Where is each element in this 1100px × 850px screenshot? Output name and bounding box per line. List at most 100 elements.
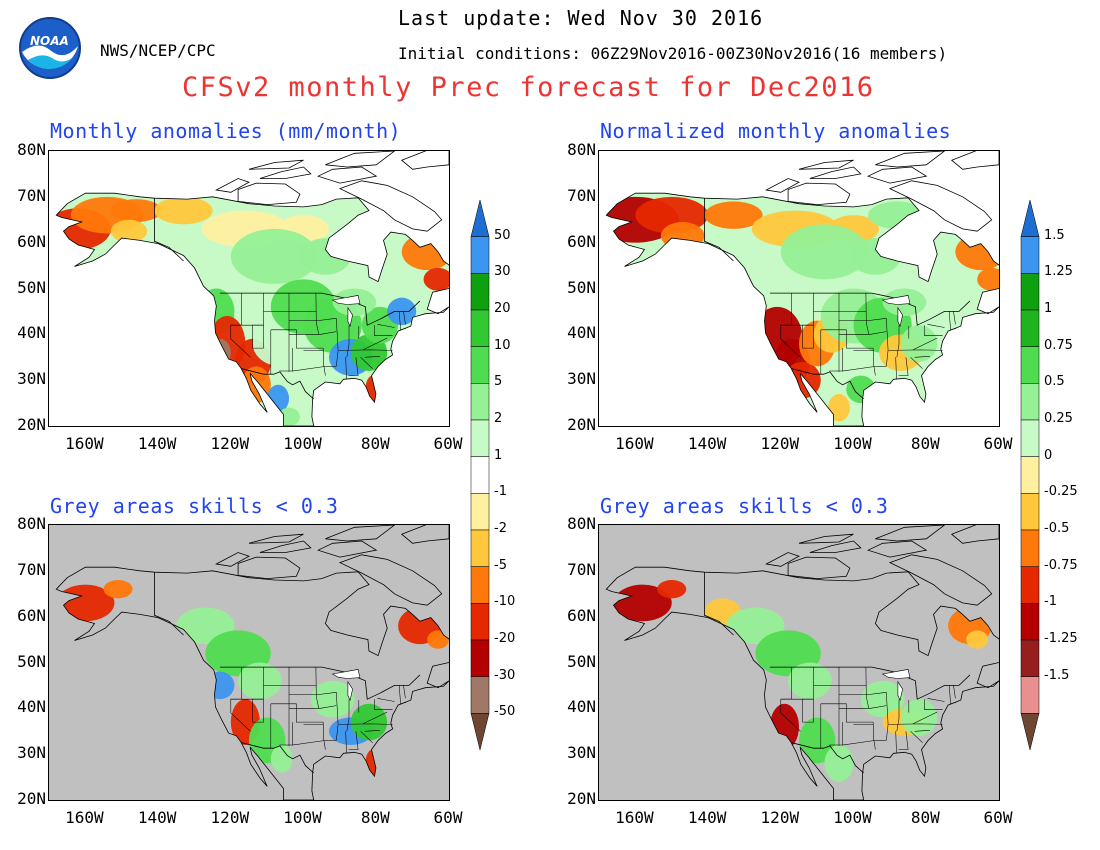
alaska-border — [154, 198, 184, 262]
lon-label: 80W — [910, 808, 940, 827]
precip-anomaly-region — [423, 267, 449, 291]
alaska-border — [704, 198, 734, 262]
colorbar-segment — [1020, 493, 1040, 531]
state-border — [348, 357, 359, 376]
state-border — [888, 723, 943, 725]
state-border — [322, 722, 326, 750]
colorbar-left-graphic — [470, 199, 490, 751]
state-border — [886, 318, 889, 367]
lat-label: 80N — [17, 514, 46, 533]
lat-label: 30N — [567, 369, 596, 389]
precip-anomaly-region — [103, 580, 133, 599]
state-border — [865, 293, 870, 335]
lat-label: 40N — [567, 697, 596, 717]
state-border — [345, 731, 347, 753]
state-border — [872, 722, 876, 750]
state-border — [362, 711, 388, 725]
colorbar-segment — [470, 383, 490, 421]
colorbar-label: -50 — [494, 704, 516, 720]
lon-label: 100W — [833, 808, 872, 827]
us-mexico-border — [791, 368, 864, 400]
state-border — [948, 685, 957, 705]
lon-label: 80W — [360, 808, 390, 827]
colorbar-label: 30 — [494, 264, 511, 280]
precip-anomaly-region — [110, 219, 148, 243]
state-border — [377, 698, 395, 702]
state-border — [839, 331, 887, 335]
state-border — [364, 730, 380, 732]
colorbar-segment — [1020, 273, 1040, 311]
precip-anomaly-region — [799, 717, 836, 764]
state-border — [338, 349, 393, 351]
lake-michigan — [897, 680, 903, 702]
page-title: CFSv2 monthly Prec forecast for Dec2016 — [182, 72, 875, 103]
island-outline — [400, 151, 449, 170]
map-panel-normalized — [598, 150, 1000, 427]
precip-anomaly-region — [900, 699, 938, 736]
lon-label: 140W — [137, 808, 177, 827]
colorbar-label: -1.5 — [1044, 667, 1070, 683]
panel-title-bottom-left: Grey areas skills < 0.3 — [50, 494, 339, 518]
state-border — [910, 357, 923, 369]
colorbar-label: -2 — [494, 521, 507, 536]
colorbar-left — [470, 199, 490, 751]
state-border — [896, 699, 900, 732]
us-mexico-border — [791, 742, 864, 774]
state-border — [315, 293, 320, 335]
colorbar-segment — [470, 419, 490, 457]
lat-label: 50N — [567, 277, 596, 297]
island-outline — [875, 525, 946, 542]
state-border — [364, 356, 380, 358]
state-border — [872, 348, 876, 376]
state-border — [924, 325, 943, 336]
island-outline — [237, 182, 301, 206]
state-border — [912, 337, 938, 351]
colorbar-segment — [470, 529, 490, 567]
colorbar-label: 20 — [494, 301, 511, 316]
colorbar-label: -5 — [494, 557, 507, 573]
map-canvas-anomalies-skill — [49, 525, 449, 800]
island-outline — [798, 533, 854, 544]
island-outline — [259, 166, 312, 179]
lat-label: 70N — [567, 559, 596, 579]
island-outline — [400, 525, 449, 544]
precip-anomaly-region — [824, 745, 854, 782]
great-lakes — [331, 669, 361, 679]
colorbar-label: 0.25 — [1044, 411, 1073, 426]
lat-label: 60N — [567, 605, 596, 625]
lat-label: 70N — [17, 185, 46, 205]
colorbar-segment — [1020, 603, 1040, 641]
state-border — [886, 692, 889, 741]
colorbar-right-graphic — [1020, 199, 1040, 751]
island-outline — [317, 166, 378, 184]
great-lakes — [881, 669, 911, 679]
alaska-border — [154, 572, 184, 636]
colorbar-label: -10 — [494, 594, 516, 610]
us-canada-border — [219, 292, 421, 326]
state-border — [780, 667, 801, 732]
island-outline — [248, 533, 304, 544]
state-border — [953, 685, 956, 699]
state-border — [820, 703, 874, 723]
lat-label: 60N — [17, 231, 46, 251]
lon-label: 160W — [65, 434, 104, 453]
lon-label: 120W — [210, 434, 250, 453]
colorbar-label: 10 — [494, 337, 511, 353]
colorbar-label: -1 — [1044, 594, 1057, 610]
lat-label: 40N — [17, 323, 46, 343]
colorbar-segment — [1020, 236, 1040, 274]
colorbar-cap-top — [470, 199, 490, 237]
colorbar-label: 1 — [1044, 301, 1053, 316]
lon-label: 160W — [615, 434, 654, 453]
colorbar-segment — [1020, 456, 1040, 494]
precip-anomaly-region — [230, 228, 319, 284]
noaa-logo: NOAA — [18, 16, 82, 80]
lon-label: 60W — [433, 808, 463, 827]
island-outline — [259, 540, 312, 553]
colorbar-segment — [470, 273, 490, 311]
coastline — [55, 192, 449, 426]
state-border — [895, 357, 897, 379]
lat-label: 50N — [17, 277, 46, 297]
map-panel-normalized-skill — [598, 524, 1000, 801]
island-outline — [787, 182, 851, 206]
